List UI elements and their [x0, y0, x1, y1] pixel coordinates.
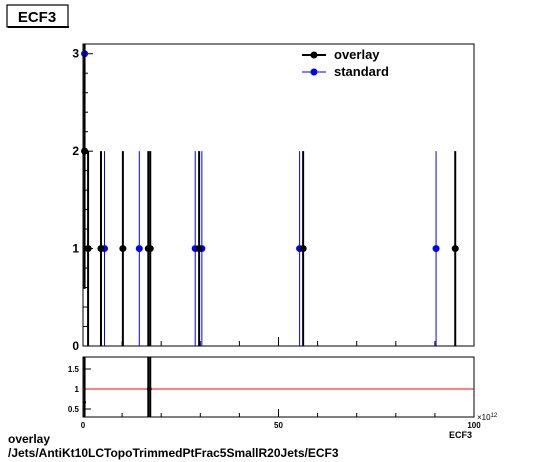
caption-line-1: overlay: [8, 432, 51, 446]
ratio-axes: 0.5 1 1.5 0 50 100: [68, 365, 481, 430]
ratio-content: [83, 357, 474, 417]
ratio-y-tick-label: 0.5: [68, 405, 80, 414]
data-point-overlay: [97, 245, 105, 253]
data-point-overlay: [195, 245, 203, 253]
x-axis-label: ECF3: [449, 430, 472, 440]
data-point-overlay: [146, 245, 154, 253]
ratio-y-tick-label: 1.5: [68, 365, 80, 374]
data-point-overlay: [84, 245, 92, 253]
data-point-overlay: [119, 245, 127, 253]
data-point-standard: [432, 245, 440, 253]
main-axes: 0 1 2 3: [72, 47, 475, 353]
data-point-overlay: [299, 245, 307, 253]
y-tick-label: 1: [72, 242, 79, 256]
legend-standard-marker: [310, 68, 318, 76]
legend-overlay-marker: [310, 51, 318, 59]
title-box-shadow: [8, 26, 69, 28]
ratio-plot-frame: [82, 356, 475, 418]
data-point-overlay: [81, 147, 89, 155]
ratio-x-tick-label: 50: [274, 421, 283, 430]
y-tick-label: 0: [72, 339, 79, 353]
legend-overlay-label: overlay: [334, 47, 380, 62]
ratio-point: [83, 400, 87, 404]
ratio-x-tick-label: 100: [467, 421, 481, 430]
caption-line-2: /Jets/AntiKt10LCTopoTrimmedPtFrac5SmallR…: [8, 446, 339, 460]
x-exponent-label: ×1012: [477, 413, 498, 422]
ratio-x-tick-label: 0: [81, 421, 86, 430]
data-point-standard: [135, 245, 143, 253]
y-tick-label: 3: [72, 47, 79, 61]
main-data-points: [81, 44, 459, 346]
legend-standard-label: standard: [334, 64, 389, 79]
main-plot-frame: [82, 43, 475, 347]
ratio-y-tick-label: 1: [75, 385, 80, 394]
ratio-point: [148, 387, 152, 391]
data-point-overlay: [451, 245, 459, 253]
legend: overlay standard: [302, 47, 389, 79]
y-tick-label: 2: [72, 144, 79, 158]
chart-title: ECF3: [18, 9, 56, 26]
